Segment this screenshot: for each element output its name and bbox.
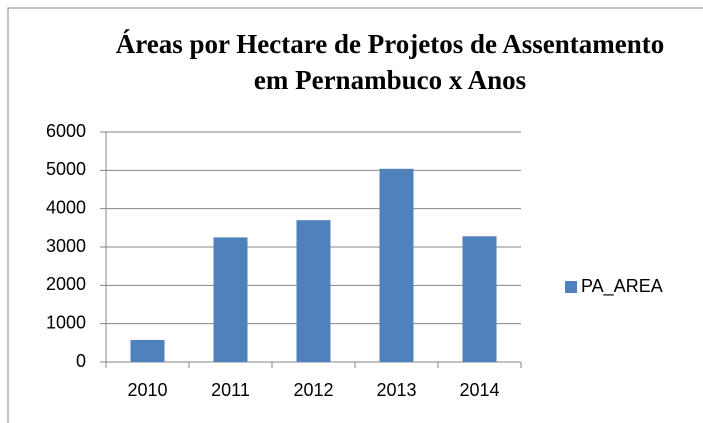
- y-tick-label: 3000: [46, 236, 86, 256]
- y-tick-label: 2000: [46, 274, 86, 294]
- y-tick-label: 6000: [46, 121, 86, 141]
- y-tick-label: 5000: [46, 159, 86, 179]
- y-tick-label: 4000: [46, 197, 86, 217]
- bar: [296, 220, 331, 362]
- chart-border: [7, 7, 703, 423]
- y-tick-label: 1000: [46, 312, 86, 332]
- bar: [462, 236, 497, 362]
- chart-title: Áreas por Hectare de Projetos de Assenta…: [115, 29, 665, 95]
- x-tick-label: 2010: [127, 380, 167, 400]
- x-tick-label: 2012: [293, 380, 333, 400]
- legend-swatch: [565, 281, 577, 293]
- y-tick-label: 0: [76, 351, 86, 371]
- x-tick-label: 2014: [459, 380, 499, 400]
- x-tick-label: 2013: [376, 380, 416, 400]
- bar: [379, 168, 414, 362]
- legend-label: PA_AREA: [581, 276, 663, 297]
- bar: [130, 339, 165, 362]
- x-tick-label: 2011: [211, 380, 250, 400]
- bar: [213, 237, 248, 362]
